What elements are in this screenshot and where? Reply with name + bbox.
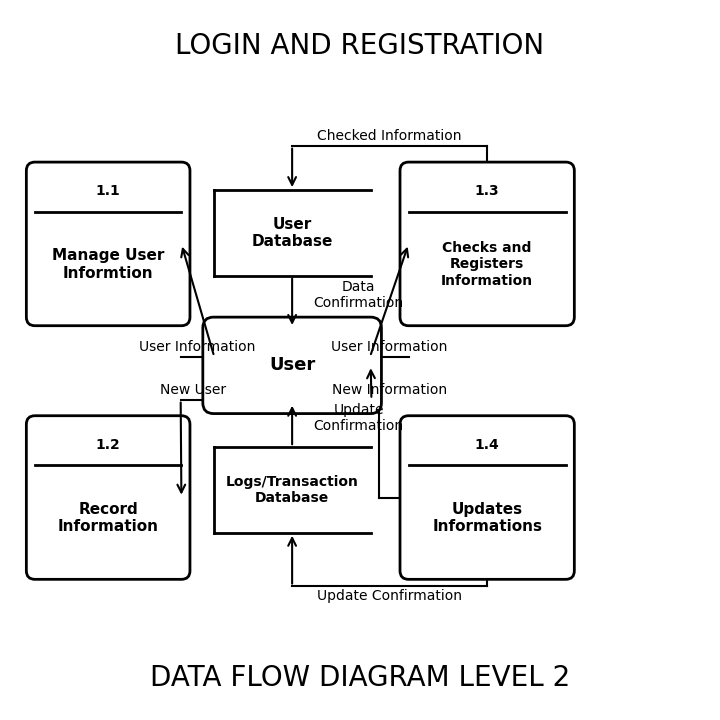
Text: LOGIN AND REGISTRATION: LOGIN AND REGISTRATION bbox=[176, 32, 544, 60]
Text: User Information: User Information bbox=[331, 340, 448, 354]
Text: DATA FLOW DIAGRAM LEVEL 2: DATA FLOW DIAGRAM LEVEL 2 bbox=[150, 664, 570, 692]
Text: Record
Information: Record Information bbox=[58, 502, 158, 534]
FancyBboxPatch shape bbox=[27, 162, 190, 325]
Text: Update Confirmation: Update Confirmation bbox=[317, 590, 462, 603]
Text: Updates
Informations: Updates Informations bbox=[432, 502, 542, 534]
Text: Checks and
Registers
Information: Checks and Registers Information bbox=[441, 241, 534, 287]
Text: User
Database: User Database bbox=[251, 217, 333, 249]
Text: User: User bbox=[269, 356, 315, 374]
Text: Manage User
Informtion: Manage User Informtion bbox=[52, 248, 164, 281]
Text: 1.3: 1.3 bbox=[475, 184, 500, 198]
Text: Data
Confirmation: Data Confirmation bbox=[314, 279, 404, 310]
Text: Update
Confirmation: Update Confirmation bbox=[314, 402, 404, 433]
FancyBboxPatch shape bbox=[27, 415, 190, 580]
Text: New User: New User bbox=[160, 383, 226, 397]
Text: Checked Information: Checked Information bbox=[318, 129, 462, 143]
Text: User Information: User Information bbox=[139, 340, 256, 354]
Text: Logs/Transaction
Database: Logs/Transaction Database bbox=[225, 475, 359, 505]
FancyBboxPatch shape bbox=[203, 317, 382, 413]
Text: 1.2: 1.2 bbox=[96, 438, 120, 452]
FancyBboxPatch shape bbox=[400, 415, 575, 580]
Text: 1.1: 1.1 bbox=[96, 184, 120, 198]
Text: New Information: New Information bbox=[332, 383, 447, 397]
FancyBboxPatch shape bbox=[400, 162, 575, 325]
Text: 1.4: 1.4 bbox=[474, 438, 500, 452]
